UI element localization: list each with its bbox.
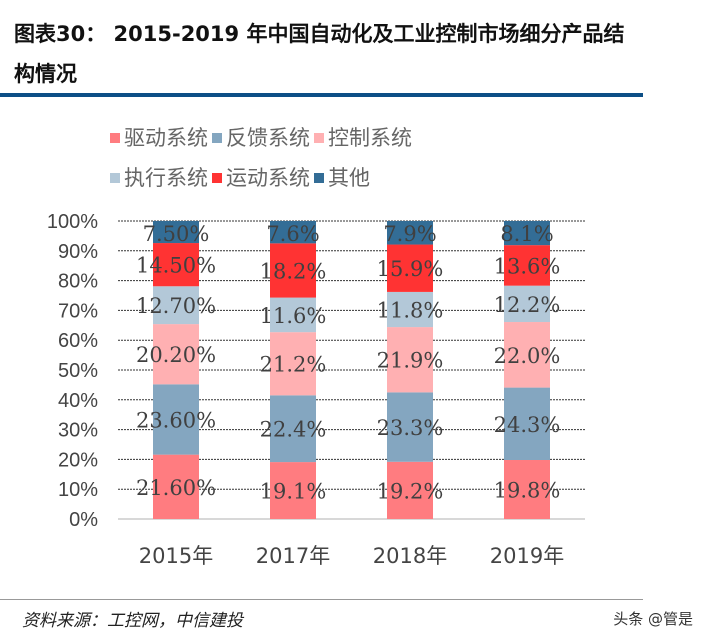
bar-segment [270, 243, 316, 298]
legend: 驱动系统 反馈系统 控制系统执行系统 运动系统 其他 [110, 118, 530, 198]
legend-label: 驱动系统 [124, 126, 208, 150]
data-label: 21.60% [136, 476, 216, 500]
data-label: 22.4% [260, 418, 327, 442]
data-label: 21.9% [377, 349, 444, 373]
bar-segment [504, 245, 550, 286]
legend-swatch [212, 173, 222, 183]
data-label: 23.60% [136, 408, 216, 432]
data-label: 19.8% [494, 478, 561, 502]
legend-item: 反馈系统 [212, 118, 310, 158]
legend-label: 其他 [328, 166, 370, 190]
y-tick-label: 70% [58, 300, 98, 322]
bar-segment [153, 243, 199, 287]
data-label: 19.1% [260, 480, 327, 504]
bar-segment [387, 327, 433, 393]
legend-item: 控制系统 [314, 118, 412, 158]
x-tick-label: 2017年 [256, 544, 330, 568]
y-tick-label: 40% [58, 390, 98, 412]
legend-swatch [110, 133, 120, 143]
bar-segment [387, 392, 433, 462]
data-label: 13.6% [494, 254, 561, 278]
legend-swatch [314, 133, 324, 143]
title-rule [0, 93, 643, 97]
data-label: 12.2% [494, 293, 561, 317]
data-label: 11.6% [260, 304, 327, 328]
legend-swatch [110, 173, 120, 183]
data-label: 12.70% [136, 294, 216, 318]
data-label: 23.3% [377, 416, 444, 440]
legend-label: 控制系统 [328, 126, 412, 150]
y-tick-label: 50% [58, 360, 98, 382]
y-tick-label: 10% [58, 479, 98, 501]
x-tick-label: 2018年 [373, 544, 447, 568]
bar-segment [153, 454, 199, 519]
bar-segment [153, 221, 199, 244]
bar-segment [504, 459, 550, 519]
y-tick-label: 80% [58, 271, 98, 293]
y-tick-label: 60% [58, 330, 98, 352]
bar-segment [270, 221, 316, 244]
data-label: 7.9% [383, 222, 436, 246]
data-label: 7.50% [143, 222, 210, 246]
bar-segment [387, 291, 433, 328]
y-tick-label: 100% [47, 211, 98, 233]
watermark: 头条 @管是 [613, 610, 693, 628]
bar-segment [504, 387, 550, 460]
legend-item: 驱动系统 [110, 118, 208, 158]
legend-item: 运动系统 [212, 158, 310, 198]
source-divider [0, 599, 643, 600]
data-label: 14.50% [136, 254, 216, 278]
legend-label: 执行系统 [124, 166, 208, 190]
stacked-bar-chart: 0% 10% 20% 30% 40% 50% 60% 70% 80% 90% 100% 21.60% 2… [47, 211, 585, 568]
legend-label: 运动系统 [226, 166, 310, 190]
legend-item: 其他 [314, 158, 370, 198]
source-note: 资料来源：工控网，中信建投 [22, 611, 243, 631]
bar-segment [270, 395, 316, 463]
data-label: 15.9% [377, 257, 444, 281]
data-label: 19.2% [377, 479, 444, 503]
y-tick-label: 0% [69, 509, 98, 531]
bar-segment [270, 332, 316, 396]
legend-label: 反馈系统 [226, 126, 310, 150]
data-label: 24.3% [494, 413, 561, 437]
data-label: 22.0% [494, 344, 561, 368]
bar-segment [504, 285, 550, 323]
bar-segment [153, 384, 199, 455]
legend-item: 执行系统 [110, 158, 208, 198]
y-tick-label: 20% [58, 449, 98, 471]
x-tick-label: 2019年 [490, 544, 564, 568]
bar-segment [387, 244, 433, 292]
bar-segment [270, 297, 316, 333]
bar-segment [270, 462, 316, 519]
bar-segment [387, 221, 433, 245]
bar-segment [153, 324, 199, 385]
bar-segment [387, 461, 433, 519]
bar-segment [504, 221, 550, 246]
data-label: 7.6% [266, 222, 319, 246]
x-tick-label: 2015年 [139, 544, 213, 568]
legend-swatch [212, 133, 222, 143]
bar-segment [504, 322, 550, 388]
y-tick-label: 30% [58, 420, 98, 442]
data-label: 20.20% [136, 343, 216, 367]
data-label: 21.2% [260, 353, 327, 377]
legend-swatch [314, 173, 324, 183]
y-tick-label: 90% [58, 241, 98, 263]
data-label: 11.8% [377, 299, 444, 323]
data-label: 8.1% [500, 222, 553, 246]
bar-segment [153, 286, 199, 325]
figure-title: 图表30： 2015-2019 年中国自动化及工业控制市场细分产品结构情况 [14, 22, 625, 86]
data-label: 18.2% [260, 259, 327, 283]
